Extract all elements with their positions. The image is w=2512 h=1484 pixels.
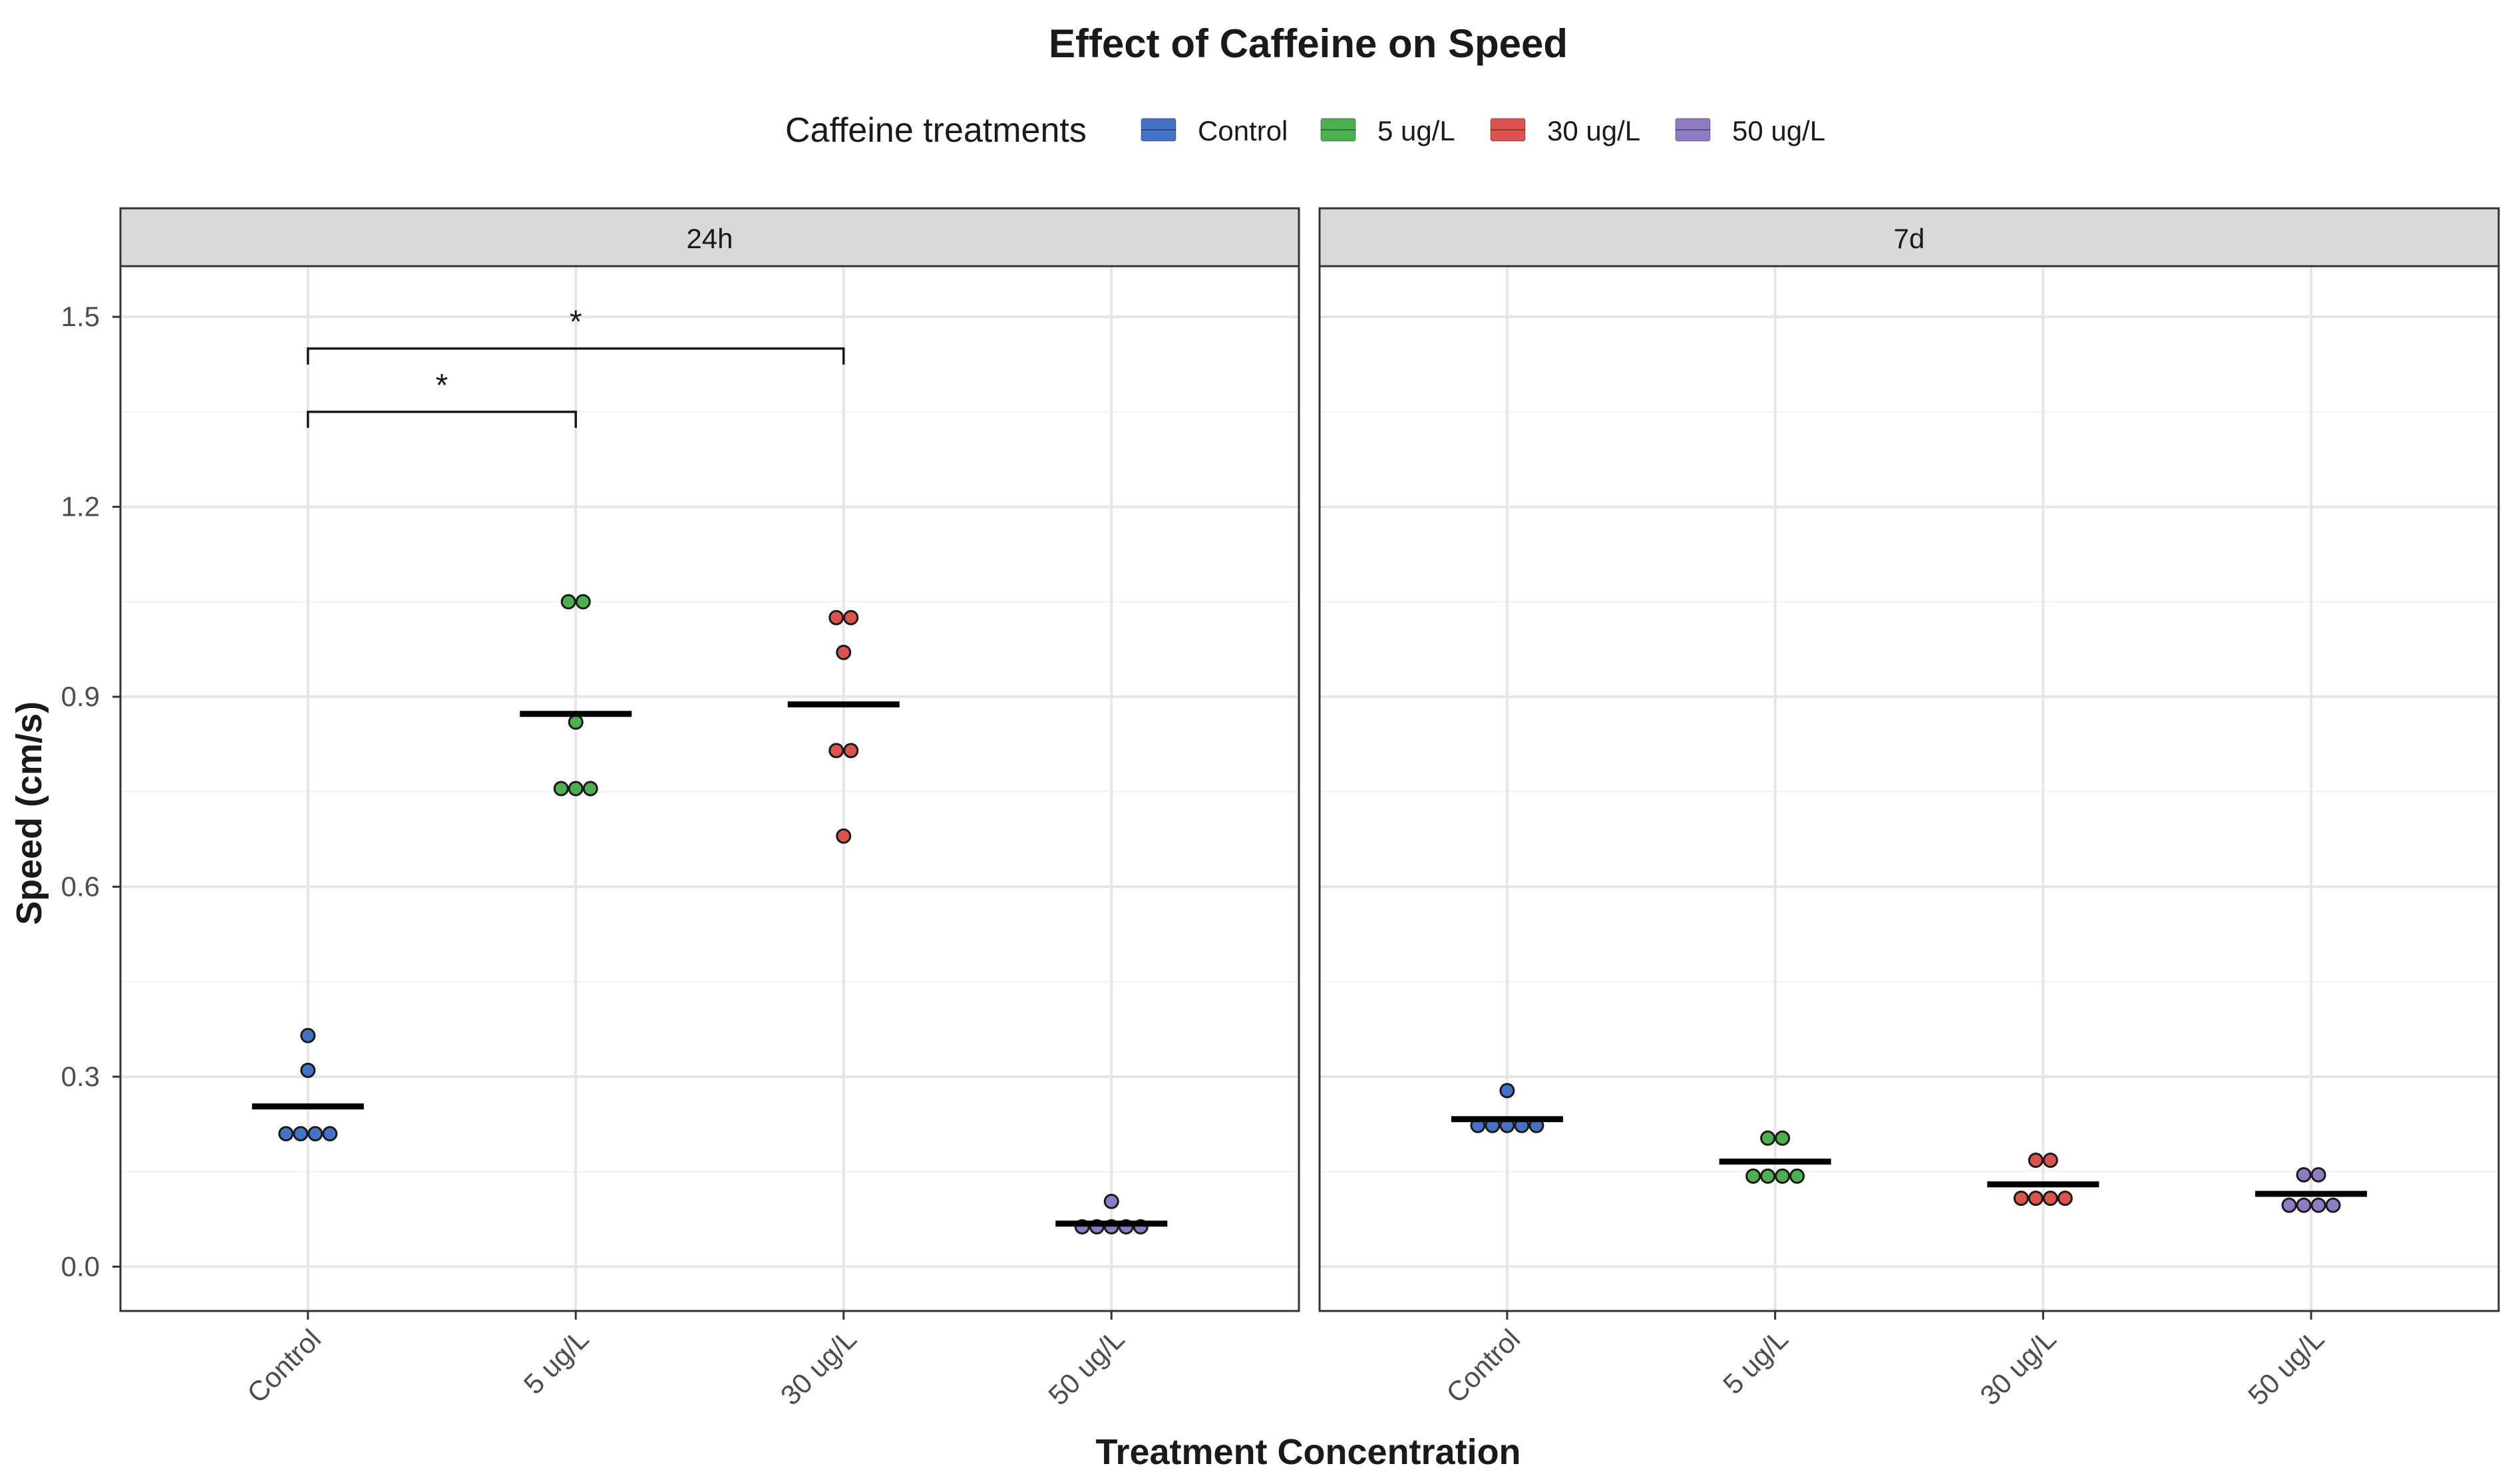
strip-header: [119, 207, 1300, 268]
significance-label: *: [570, 305, 582, 340]
group-50-ug-l: [2255, 1167, 2368, 1213]
legend-swatch: [1490, 118, 1526, 142]
data-point: [836, 644, 852, 660]
legend-label: 50 ug/L: [1732, 115, 1825, 146]
y-tick-label: 1.5: [61, 301, 100, 332]
data-point: [2028, 1191, 2044, 1206]
strip-header: [1318, 207, 2500, 268]
data-point: [553, 781, 569, 797]
data-point: [828, 610, 844, 626]
x-axis-title: Treatment Concentration: [1095, 1432, 1521, 1472]
group-30-ug-l: [787, 610, 900, 844]
panel-background: [1320, 266, 2499, 1311]
y-tick-label: 0.6: [61, 870, 100, 902]
y-tick-label: 1.2: [61, 491, 100, 522]
data-point: [2281, 1197, 2297, 1213]
data-point: [2042, 1153, 2058, 1169]
data-point: [2057, 1191, 2073, 1206]
panel-border: [119, 265, 1300, 1312]
strip-label: 24h: [686, 223, 733, 254]
y-tick-label: 0.9: [61, 681, 100, 712]
data-point: [1103, 1193, 1119, 1209]
data-point: [843, 610, 859, 626]
significance-label: *: [436, 368, 449, 403]
data-point: [1775, 1168, 1791, 1184]
data-point: [568, 714, 584, 730]
data-point: [1760, 1130, 1776, 1146]
data-point: [568, 781, 584, 797]
data-point: [1789, 1168, 1805, 1184]
legend-swatch: [1141, 118, 1176, 142]
panel-24h: 24h**Control 5 ug/L 30 ug/L 50 ug/L: [119, 207, 1300, 1411]
data-point: [2310, 1197, 2326, 1213]
data-point: [2310, 1167, 2326, 1183]
group-30-ug-l: [1987, 1153, 2099, 1206]
data-point: [828, 743, 844, 759]
group-control: [1451, 1083, 1563, 1133]
data-point: [300, 1062, 316, 1078]
data-point: [2296, 1197, 2312, 1213]
significance-bracket: [307, 347, 845, 365]
data-point: [293, 1126, 309, 1142]
legend-label: 5 ug/L: [1377, 115, 1455, 146]
legend-title: Caffeine treatments: [785, 111, 1087, 150]
y-tick-label: 0.3: [61, 1061, 100, 1092]
data-point: [1760, 1168, 1776, 1184]
group-control: [252, 1027, 364, 1142]
data-point: [278, 1126, 294, 1142]
legend-item-50-ug-l: 50 ug/L: [1675, 115, 1825, 146]
significance-bracket: [307, 411, 577, 428]
data-point: [836, 828, 852, 844]
strip-label: 7d: [1894, 223, 1925, 254]
data-point: [560, 594, 576, 610]
data-point: [1745, 1168, 1761, 1184]
data-point: [1499, 1083, 1515, 1099]
legend-label: Control: [1198, 115, 1288, 146]
data-point: [2296, 1167, 2312, 1183]
panel-background: [120, 266, 1299, 1311]
y-axis-title: Speed (cm/s): [9, 701, 49, 925]
data-point: [2325, 1197, 2341, 1213]
legend-item-30-ug-l: 30 ug/L: [1490, 115, 1640, 146]
data-point: [1775, 1130, 1791, 1146]
y-axis-ticks: 0.0 0.3 0.6 0.9 1.2 1.5: [61, 301, 120, 1282]
data-point: [2042, 1191, 2058, 1206]
y-tick-label: 0.0: [61, 1250, 100, 1282]
data-point: [307, 1126, 323, 1142]
data-point: [575, 594, 591, 610]
group-50-ug-l: [1055, 1193, 1168, 1234]
legend-item-5-ug-l: 5 ug/L: [1320, 115, 1455, 146]
group-5-ug-l: [1719, 1130, 1831, 1184]
legend-label: 30 ug/L: [1547, 115, 1640, 146]
legend: Caffeine treatments Control 5 ug/L 30 ug/L…: [785, 111, 1825, 150]
data-point: [322, 1126, 338, 1142]
data-point: [582, 781, 598, 797]
data-point: [843, 743, 859, 759]
facet-panels: 24h**Control 5 ug/L 30 ug/L 50 ug/L7dContro…: [119, 207, 2500, 1411]
panel-border: [1318, 265, 2500, 1312]
data-point: [300, 1027, 316, 1043]
data-point: [2013, 1191, 2029, 1206]
legend-item-control: Control: [1141, 115, 1288, 146]
legend-swatch: [1675, 118, 1711, 142]
data-point: [2028, 1153, 2044, 1169]
legend-swatch: [1320, 118, 1356, 142]
chart-title: Effect of Caffeine on Speed: [1049, 21, 1568, 66]
group-5-ug-l: [520, 594, 632, 797]
